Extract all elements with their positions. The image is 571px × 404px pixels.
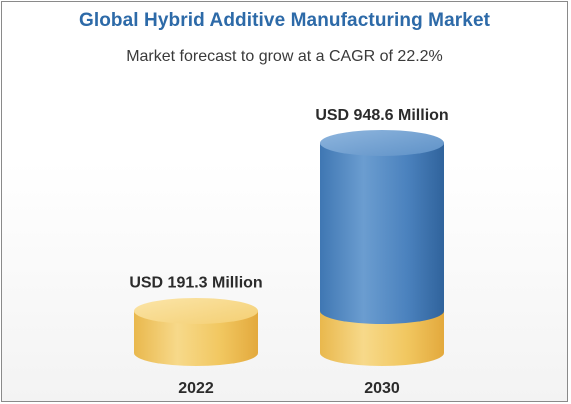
bar-2022-top bbox=[134, 298, 258, 324]
category-label-2022: 2022 bbox=[178, 380, 214, 397]
bar-2022-base bbox=[134, 311, 258, 366]
bar-2030-growth bbox=[320, 143, 444, 324]
chart-subtitle: Market forecast to grow at a CAGR of 22.… bbox=[126, 48, 443, 65]
bar-2030-top bbox=[320, 130, 444, 156]
category-label-2030: 2030 bbox=[364, 380, 400, 397]
chart-title: Global Hybrid Additive Manufacturing Mar… bbox=[78, 10, 491, 31]
data-label-2022: USD 191.3 Million bbox=[129, 275, 262, 292]
bar-2030-base bbox=[320, 311, 444, 366]
data-label-2030: USD 948.6 Million bbox=[315, 107, 448, 124]
